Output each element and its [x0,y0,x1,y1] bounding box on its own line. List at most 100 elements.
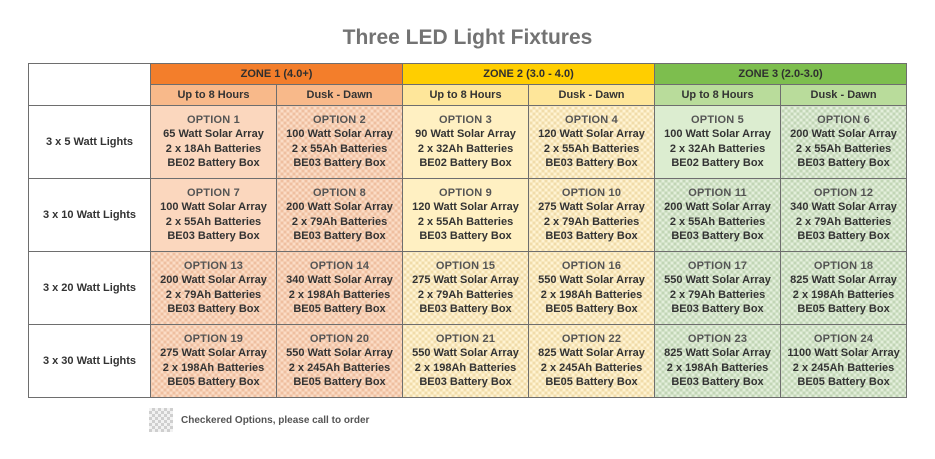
battery-box-spec: BE03 Battery Box [797,157,890,170]
solar-array-spec: 200 Watt Solar Array [160,274,267,287]
table-row: 3 x 5 Watt Lights OPTION 1 65 Watt Solar A… [28,105,908,179]
option-cell: OPTION 5 100 Watt Solar Array 2 x 32Ah Bat… [654,105,782,179]
solar-array-spec: 100 Watt Solar Array [664,128,771,141]
solar-array-spec: 200 Watt Solar Array [790,128,897,141]
zone-2-duration-dusk-dawn: Dusk - Dawn [528,84,656,106]
option-title: OPTION 15 [435,260,496,273]
option-title: OPTION 18 [813,260,874,273]
option-title: OPTION 4 [565,114,618,127]
solar-array-spec: 200 Watt Solar Array [664,201,771,214]
option-cell: OPTION 1 65 Watt Solar Array 2 x 18Ah Batt… [150,105,277,179]
battery-box-spec: BE03 Battery Box [545,157,638,170]
battery-box-spec: BE03 Battery Box [797,230,890,243]
batteries-spec: 2 x 32Ah Batteries [669,142,766,155]
option-cell: OPTION 24 1100 Watt Solar Array 2 x 245Ah … [780,324,908,398]
batteries-spec: 2 x 55Ah Batteries [669,215,766,228]
option-title: OPTION 5 [691,114,744,127]
solar-array-spec: 825 Watt Solar Array [538,347,645,360]
option-cell: OPTION 7 100 Watt Solar Array 2 x 55Ah Bat… [150,178,277,252]
corner-cell [28,63,151,106]
option-cell: OPTION 21 550 Watt Solar Array 2 x 198Ah B… [402,324,530,398]
option-cell: OPTION 11 200 Watt Solar Array 2 x 55Ah Ba… [654,178,782,252]
batteries-spec: 2 x 55Ah Batteries [543,142,640,155]
solar-array-spec: 100 Watt Solar Array [286,128,393,141]
row-label: 3 x 5 Watt Lights [28,105,151,179]
row-label: 3 x 30 Watt Lights [28,324,151,398]
battery-box-spec: BE03 Battery Box [167,303,260,316]
option-cell: OPTION 12 340 Watt Solar Array 2 x 79Ah Ba… [780,178,908,252]
solar-array-spec: 340 Watt Solar Array [790,201,897,214]
option-cell: OPTION 4 120 Watt Solar Array 2 x 55Ah Bat… [528,105,656,179]
battery-box-spec: BE05 Battery Box [167,376,260,389]
zone-1-header: ZONE 1 (4.0+) [149,63,404,85]
duration-header-row: Up to 8 Hours Dusk - Dawn Up to 8 Hours … [29,84,908,106]
option-title: OPTION 19 [183,333,244,346]
option-cell: OPTION 23 825 Watt Solar Array 2 x 198Ah B… [654,324,782,398]
option-title: OPTION 24 [813,333,874,346]
battery-box-spec: BE03 Battery Box [671,376,764,389]
batteries-spec: 2 x 245Ah Batteries [540,361,643,374]
battery-box-spec: BE05 Battery Box [797,376,890,389]
solar-array-spec: 275 Watt Solar Array [160,347,267,360]
legend-text: Checkered Options, please call to order [181,414,370,426]
solar-array-spec: 120 Watt Solar Array [538,128,645,141]
batteries-spec: 2 x 32Ah Batteries [417,142,514,155]
row-label: 3 x 10 Watt Lights [28,178,151,252]
option-cell: OPTION 17 550 Watt Solar Array 2 x 79Ah Ba… [654,251,782,325]
zone-3-header: ZONE 3 (2.0-3.0) [654,63,908,85]
solar-array-spec: 550 Watt Solar Array [286,347,393,360]
option-cell: OPTION 19 275 Watt Solar Array 2 x 198Ah B… [150,324,277,398]
battery-box-spec: BE03 Battery Box [167,230,260,243]
option-title: OPTION 14 [309,260,370,273]
battery-box-spec: BE03 Battery Box [293,230,386,243]
option-cell: OPTION 2 100 Watt Solar Array 2 x 55Ah Bat… [275,105,404,179]
solar-array-spec: 275 Watt Solar Array [412,274,519,287]
battery-box-spec: BE02 Battery Box [419,157,512,170]
battery-box-spec: BE03 Battery Box [419,303,512,316]
solar-array-spec: 550 Watt Solar Array [664,274,771,287]
batteries-spec: 2 x 198Ah Batteries [666,361,769,374]
row-label: 3 x 20 Watt Lights [28,251,151,325]
batteries-spec: 2 x 198Ah Batteries [288,288,391,301]
options-table: ZONE 1 (4.0+) ZONE 2 (3.0 - 4.0) ZONE 3 … [28,63,908,398]
option-title: OPTION 3 [439,114,492,127]
zone-1-duration-up-to-8-hours: Up to 8 Hours [150,84,277,106]
battery-box-spec: BE03 Battery Box [545,230,638,243]
option-cell: OPTION 20 550 Watt Solar Array 2 x 245Ah B… [275,324,404,398]
battery-box-spec: BE03 Battery Box [671,230,764,243]
solar-array-spec: 65 Watt Solar Array [163,128,264,141]
battery-box-spec: BE05 Battery Box [293,376,386,389]
option-title: OPTION 7 [187,187,240,200]
option-cell: OPTION 18 825 Watt Solar Array 2 x 198Ah B… [780,251,908,325]
batteries-spec: 2 x 198Ah Batteries [414,361,517,374]
batteries-spec: 2 x 198Ah Batteries [792,288,895,301]
battery-box-spec: BE03 Battery Box [671,303,764,316]
solar-array-spec: 825 Watt Solar Array [664,347,771,360]
solar-array-spec: 550 Watt Solar Array [538,274,645,287]
solar-array-spec: 550 Watt Solar Array [412,347,519,360]
option-title: OPTION 8 [313,187,366,200]
batteries-spec: 2 x 79Ah Batteries [165,288,262,301]
option-title: OPTION 20 [309,333,370,346]
solar-array-spec: 825 Watt Solar Array [790,274,897,287]
option-title: OPTION 10 [561,187,622,200]
option-cell: OPTION 14 340 Watt Solar Array 2 x 198Ah B… [275,251,404,325]
batteries-spec: 2 x 18Ah Batteries [165,142,262,155]
zone-3-duration-up-to-8-hours: Up to 8 Hours [654,84,782,106]
batteries-spec: 2 x 198Ah Batteries [162,361,265,374]
option-title: OPTION 21 [435,333,496,346]
option-cell: OPTION 3 90 Watt Solar Array 2 x 32Ah Batt… [402,105,530,179]
batteries-spec: 2 x 198Ah Batteries [540,288,643,301]
batteries-spec: 2 x 245Ah Batteries [792,361,895,374]
batteries-spec: 2 x 79Ah Batteries [543,215,640,228]
batteries-spec: 2 x 55Ah Batteries [795,142,892,155]
zone-1-duration-dusk-dawn: Dusk - Dawn [275,84,404,106]
option-title: OPTION 1 [187,114,240,127]
option-cell: OPTION 15 275 Watt Solar Array 2 x 79Ah Ba… [402,251,530,325]
option-cell: OPTION 6 200 Watt Solar Array 2 x 55Ah Bat… [780,105,908,179]
battery-box-spec: BE05 Battery Box [293,303,386,316]
option-title: OPTION 23 [687,333,748,346]
zone-3-duration-dusk-dawn: Dusk - Dawn [780,84,908,106]
batteries-spec: 2 x 55Ah Batteries [291,142,388,155]
batteries-spec: 2 x 79Ah Batteries [669,288,766,301]
